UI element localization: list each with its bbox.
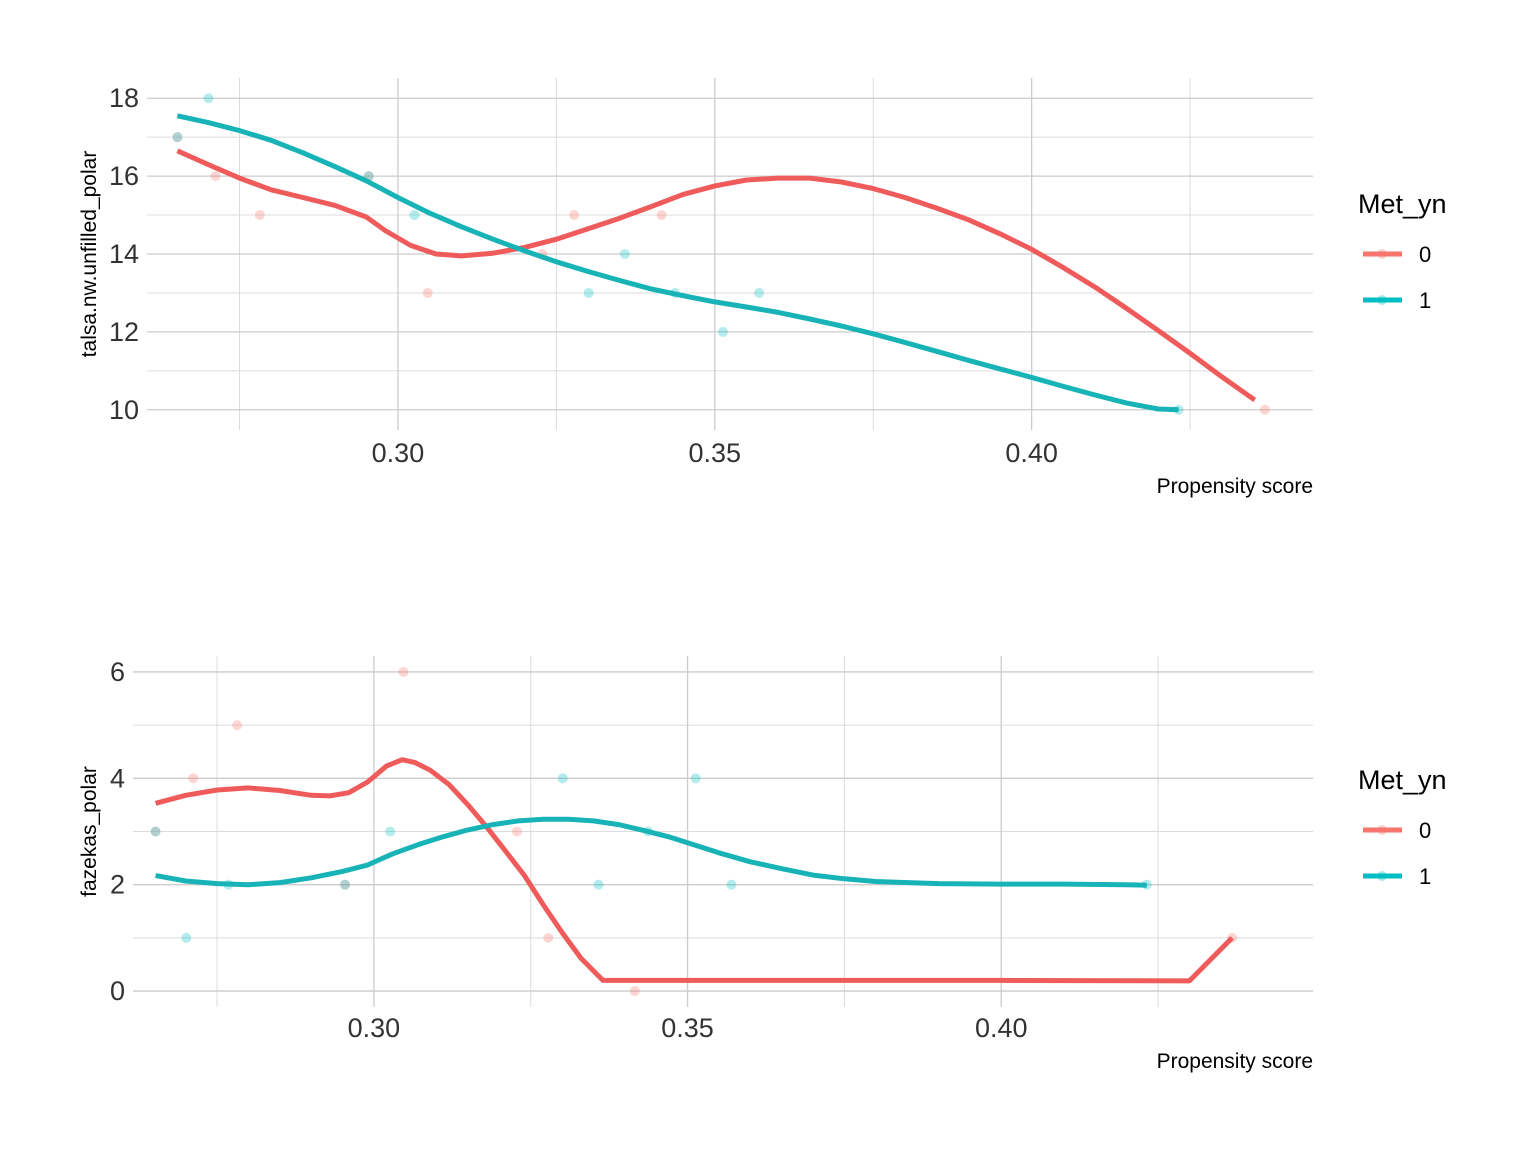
data-point-series-1 bbox=[718, 326, 729, 337]
smooth-line-series-0 bbox=[176, 148, 1257, 403]
legend-key-point-1 bbox=[1377, 295, 1387, 305]
data-point-series-0 bbox=[150, 826, 161, 837]
x-axis-title: Propensity score bbox=[1157, 1050, 1313, 1073]
y-tick-label: 14 bbox=[109, 239, 139, 269]
legend-key-point-0 bbox=[1377, 825, 1387, 835]
legend-key-point-1 bbox=[1377, 871, 1387, 881]
y-tick-label: 0 bbox=[110, 976, 125, 1006]
data-point-series-0 bbox=[1259, 404, 1270, 415]
y-tick-label: 10 bbox=[109, 395, 139, 425]
data-point-series-1 bbox=[754, 287, 765, 298]
data-point-series-1 bbox=[203, 93, 214, 104]
legend: Met_yn 0 1 bbox=[1358, 189, 1447, 313]
data-point-series-1 bbox=[150, 826, 161, 837]
data-point-series-0 bbox=[172, 132, 183, 143]
data-point-series-1 bbox=[726, 879, 737, 890]
data-point-series-0 bbox=[629, 986, 640, 997]
smooth-line-series-0 bbox=[154, 757, 1234, 984]
legend-title: Met_yn bbox=[1358, 189, 1447, 219]
data-point-series-0 bbox=[543, 932, 554, 943]
data-point-series-1 bbox=[409, 210, 420, 221]
y-tick-label: 4 bbox=[110, 763, 125, 793]
data-point-series-0 bbox=[422, 287, 433, 298]
legend: Met_yn 0 1 bbox=[1358, 765, 1447, 889]
x-axis-title: Propensity score bbox=[1157, 475, 1313, 498]
data-point-series-1 bbox=[172, 132, 183, 143]
data-point-series-0 bbox=[188, 773, 199, 784]
data-point-series-0 bbox=[398, 666, 409, 677]
data-point-series-1 bbox=[557, 773, 568, 784]
y-tick-label: 2 bbox=[110, 870, 125, 900]
x-tick-label: 0.30 bbox=[372, 438, 425, 468]
chart-panel-2: 0 2 4 6 0.30 0.35 0.40 Propensity score fazekas_… bbox=[78, 656, 1447, 1073]
legend-key-point-0 bbox=[1377, 249, 1387, 259]
data-point-series-1 bbox=[340, 879, 351, 890]
smooth-line-series-1 bbox=[155, 816, 1147, 888]
legend-title: Met_yn bbox=[1358, 765, 1447, 795]
data-point-series-1 bbox=[181, 932, 192, 943]
y-axis-title: fazekas_polar bbox=[78, 766, 101, 897]
x-tick-label: 0.40 bbox=[975, 1013, 1028, 1043]
data-point-series-0 bbox=[340, 879, 351, 890]
data-point-series-1 bbox=[619, 249, 630, 259]
legend-label-1: 1 bbox=[1419, 864, 1431, 889]
data-point-series-0 bbox=[656, 210, 667, 221]
y-axis-title: talsa.nw.unfilled_polar bbox=[78, 151, 101, 358]
y-tick-label: 16 bbox=[109, 161, 139, 191]
y-tick-label: 12 bbox=[109, 317, 139, 347]
legend-label-1: 1 bbox=[1419, 288, 1431, 313]
data-point-series-1 bbox=[593, 879, 604, 890]
legend-label-0: 0 bbox=[1419, 242, 1431, 267]
y-tick-label: 6 bbox=[110, 657, 125, 687]
data-point-series-0 bbox=[210, 171, 221, 182]
data-point-series-1 bbox=[583, 287, 594, 298]
data-point-series-1 bbox=[385, 826, 396, 837]
data-point-series-0 bbox=[511, 826, 522, 837]
x-tick-label: 0.40 bbox=[1005, 438, 1058, 468]
x-tick-label: 0.30 bbox=[348, 1013, 401, 1043]
data-point-series-0 bbox=[254, 210, 265, 221]
y-tick-label: 18 bbox=[109, 83, 139, 113]
data-point-series-0 bbox=[232, 720, 243, 731]
x-tick-label: 0.35 bbox=[661, 1013, 714, 1043]
data-point-series-0 bbox=[569, 210, 580, 221]
smooth-line-series-1 bbox=[176, 113, 1179, 413]
data-point-series-1 bbox=[690, 773, 701, 784]
legend-label-0: 0 bbox=[1419, 818, 1431, 843]
x-tick-label: 0.35 bbox=[689, 438, 742, 468]
